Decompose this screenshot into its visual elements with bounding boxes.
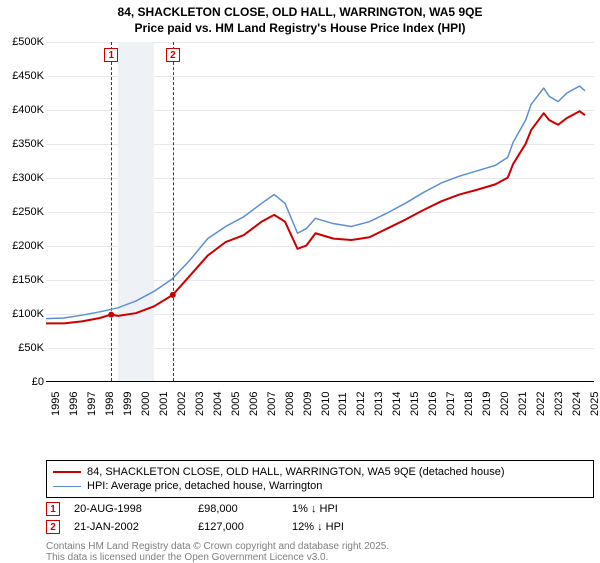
ref-price: £127,000 [198, 521, 278, 533]
attribution-line-2: This data is licensed under the Open Gov… [46, 552, 594, 563]
x-tick-label: 2024 [571, 392, 583, 416]
x-tick-label: 2025 [589, 392, 600, 416]
y-tick-label: £50K [0, 342, 44, 354]
sale-point [108, 312, 114, 318]
x-tick-label: 1998 [104, 392, 116, 416]
x-tick-label: 2015 [409, 392, 421, 416]
y-tick-label: £0 [0, 376, 44, 388]
attribution-line-1: Contains HM Land Registry data © Crown c… [46, 541, 594, 552]
y-tick-label: £150K [0, 274, 44, 286]
legend-label: HPI: Average price, detached house, Warr… [87, 480, 322, 492]
legend-item: HPI: Average price, detached house, Warr… [53, 479, 587, 493]
legend-label: 84, SHACKLETON CLOSE, OLD HALL, WARRINGT… [87, 466, 505, 478]
x-tick-label: 2022 [535, 392, 547, 416]
x-tick-label: 2021 [517, 392, 529, 416]
x-tick-label: 1999 [122, 392, 134, 416]
series-line [46, 111, 585, 323]
marker-refs: 1 20-AUG-1998 £98,000 1% ↓ HPI 2 21-JAN-2002 £… [46, 500, 594, 536]
x-tick-label: 2017 [445, 392, 457, 416]
x-tick-label: 2016 [427, 392, 439, 416]
ref-price: £98,000 [198, 503, 278, 515]
series-svg [46, 42, 594, 381]
y-tick-label: £450K [0, 70, 44, 82]
legend-swatch [53, 471, 81, 473]
chart-area: £0 £50K £100K £150K £200K £250K £300K £350K £400… [0, 42, 600, 422]
series-line [46, 86, 585, 319]
chart-container: 84, SHACKLETON CLOSE, OLD HALL, WARRINGT… [0, 0, 600, 560]
legend-item: 84, SHACKLETON CLOSE, OLD HALL, WARRINGT… [53, 465, 587, 479]
y-tick-label: £400K [0, 104, 44, 116]
sale-point [170, 292, 176, 298]
x-tick-label: 2005 [230, 392, 242, 416]
x-tick-label: 2008 [284, 392, 296, 416]
x-tick-label: 1996 [68, 392, 80, 416]
x-tick-label: 2019 [481, 392, 493, 416]
y-tick-label: £100K [0, 308, 44, 320]
x-tick-label: 1995 [50, 392, 62, 416]
x-tick-label: 2010 [320, 392, 332, 416]
ref-pct: 1% ↓ HPI [292, 503, 382, 515]
ref-date: 20-AUG-1998 [74, 503, 184, 515]
ref-marker-box: 2 [46, 520, 60, 534]
ref-marker-box: 1 [46, 502, 60, 516]
x-tick-label: 2004 [212, 392, 224, 416]
ref-row: 2 21-JAN-2002 £127,000 12% ↓ HPI [46, 518, 594, 536]
plot-area: 12 [46, 42, 594, 382]
x-tick-label: 2020 [499, 392, 511, 416]
y-tick-label: £250K [0, 206, 44, 218]
y-tick-label: £300K [0, 172, 44, 184]
y-tick-label: £500K [0, 36, 44, 48]
ref-row: 1 20-AUG-1998 £98,000 1% ↓ HPI [46, 500, 594, 518]
x-tick-label: 2007 [266, 392, 278, 416]
x-tick-label: 2014 [391, 392, 403, 416]
title-line-1: 84, SHACKLETON CLOSE, OLD HALL, WARRINGT… [0, 4, 600, 20]
x-tick-label: 2006 [248, 392, 260, 416]
chart-title: 84, SHACKLETON CLOSE, OLD HALL, WARRINGT… [0, 0, 600, 36]
x-tick-label: 2000 [140, 392, 152, 416]
legend-swatch [53, 486, 81, 487]
y-tick-label: £200K [0, 240, 44, 252]
x-tick-label: 1997 [86, 392, 98, 416]
x-tick-label: 2011 [337, 392, 349, 416]
x-tick-label: 2018 [463, 392, 475, 416]
ref-pct: 12% ↓ HPI [292, 521, 382, 533]
x-tick-label: 2012 [355, 392, 367, 416]
legend: 84, SHACKLETON CLOSE, OLD HALL, WARRINGT… [46, 460, 594, 498]
title-line-2: Price paid vs. HM Land Registry's House … [0, 20, 600, 36]
x-tick-label: 2009 [302, 392, 314, 416]
x-tick-label: 2023 [553, 392, 565, 416]
x-tick-label: 2013 [373, 392, 385, 416]
x-tick-label: 2001 [158, 392, 170, 416]
y-tick-label: £350K [0, 138, 44, 150]
x-tick-label: 2002 [176, 392, 188, 416]
x-tick-label: 2003 [194, 392, 206, 416]
ref-date: 21-JAN-2002 [74, 521, 184, 533]
